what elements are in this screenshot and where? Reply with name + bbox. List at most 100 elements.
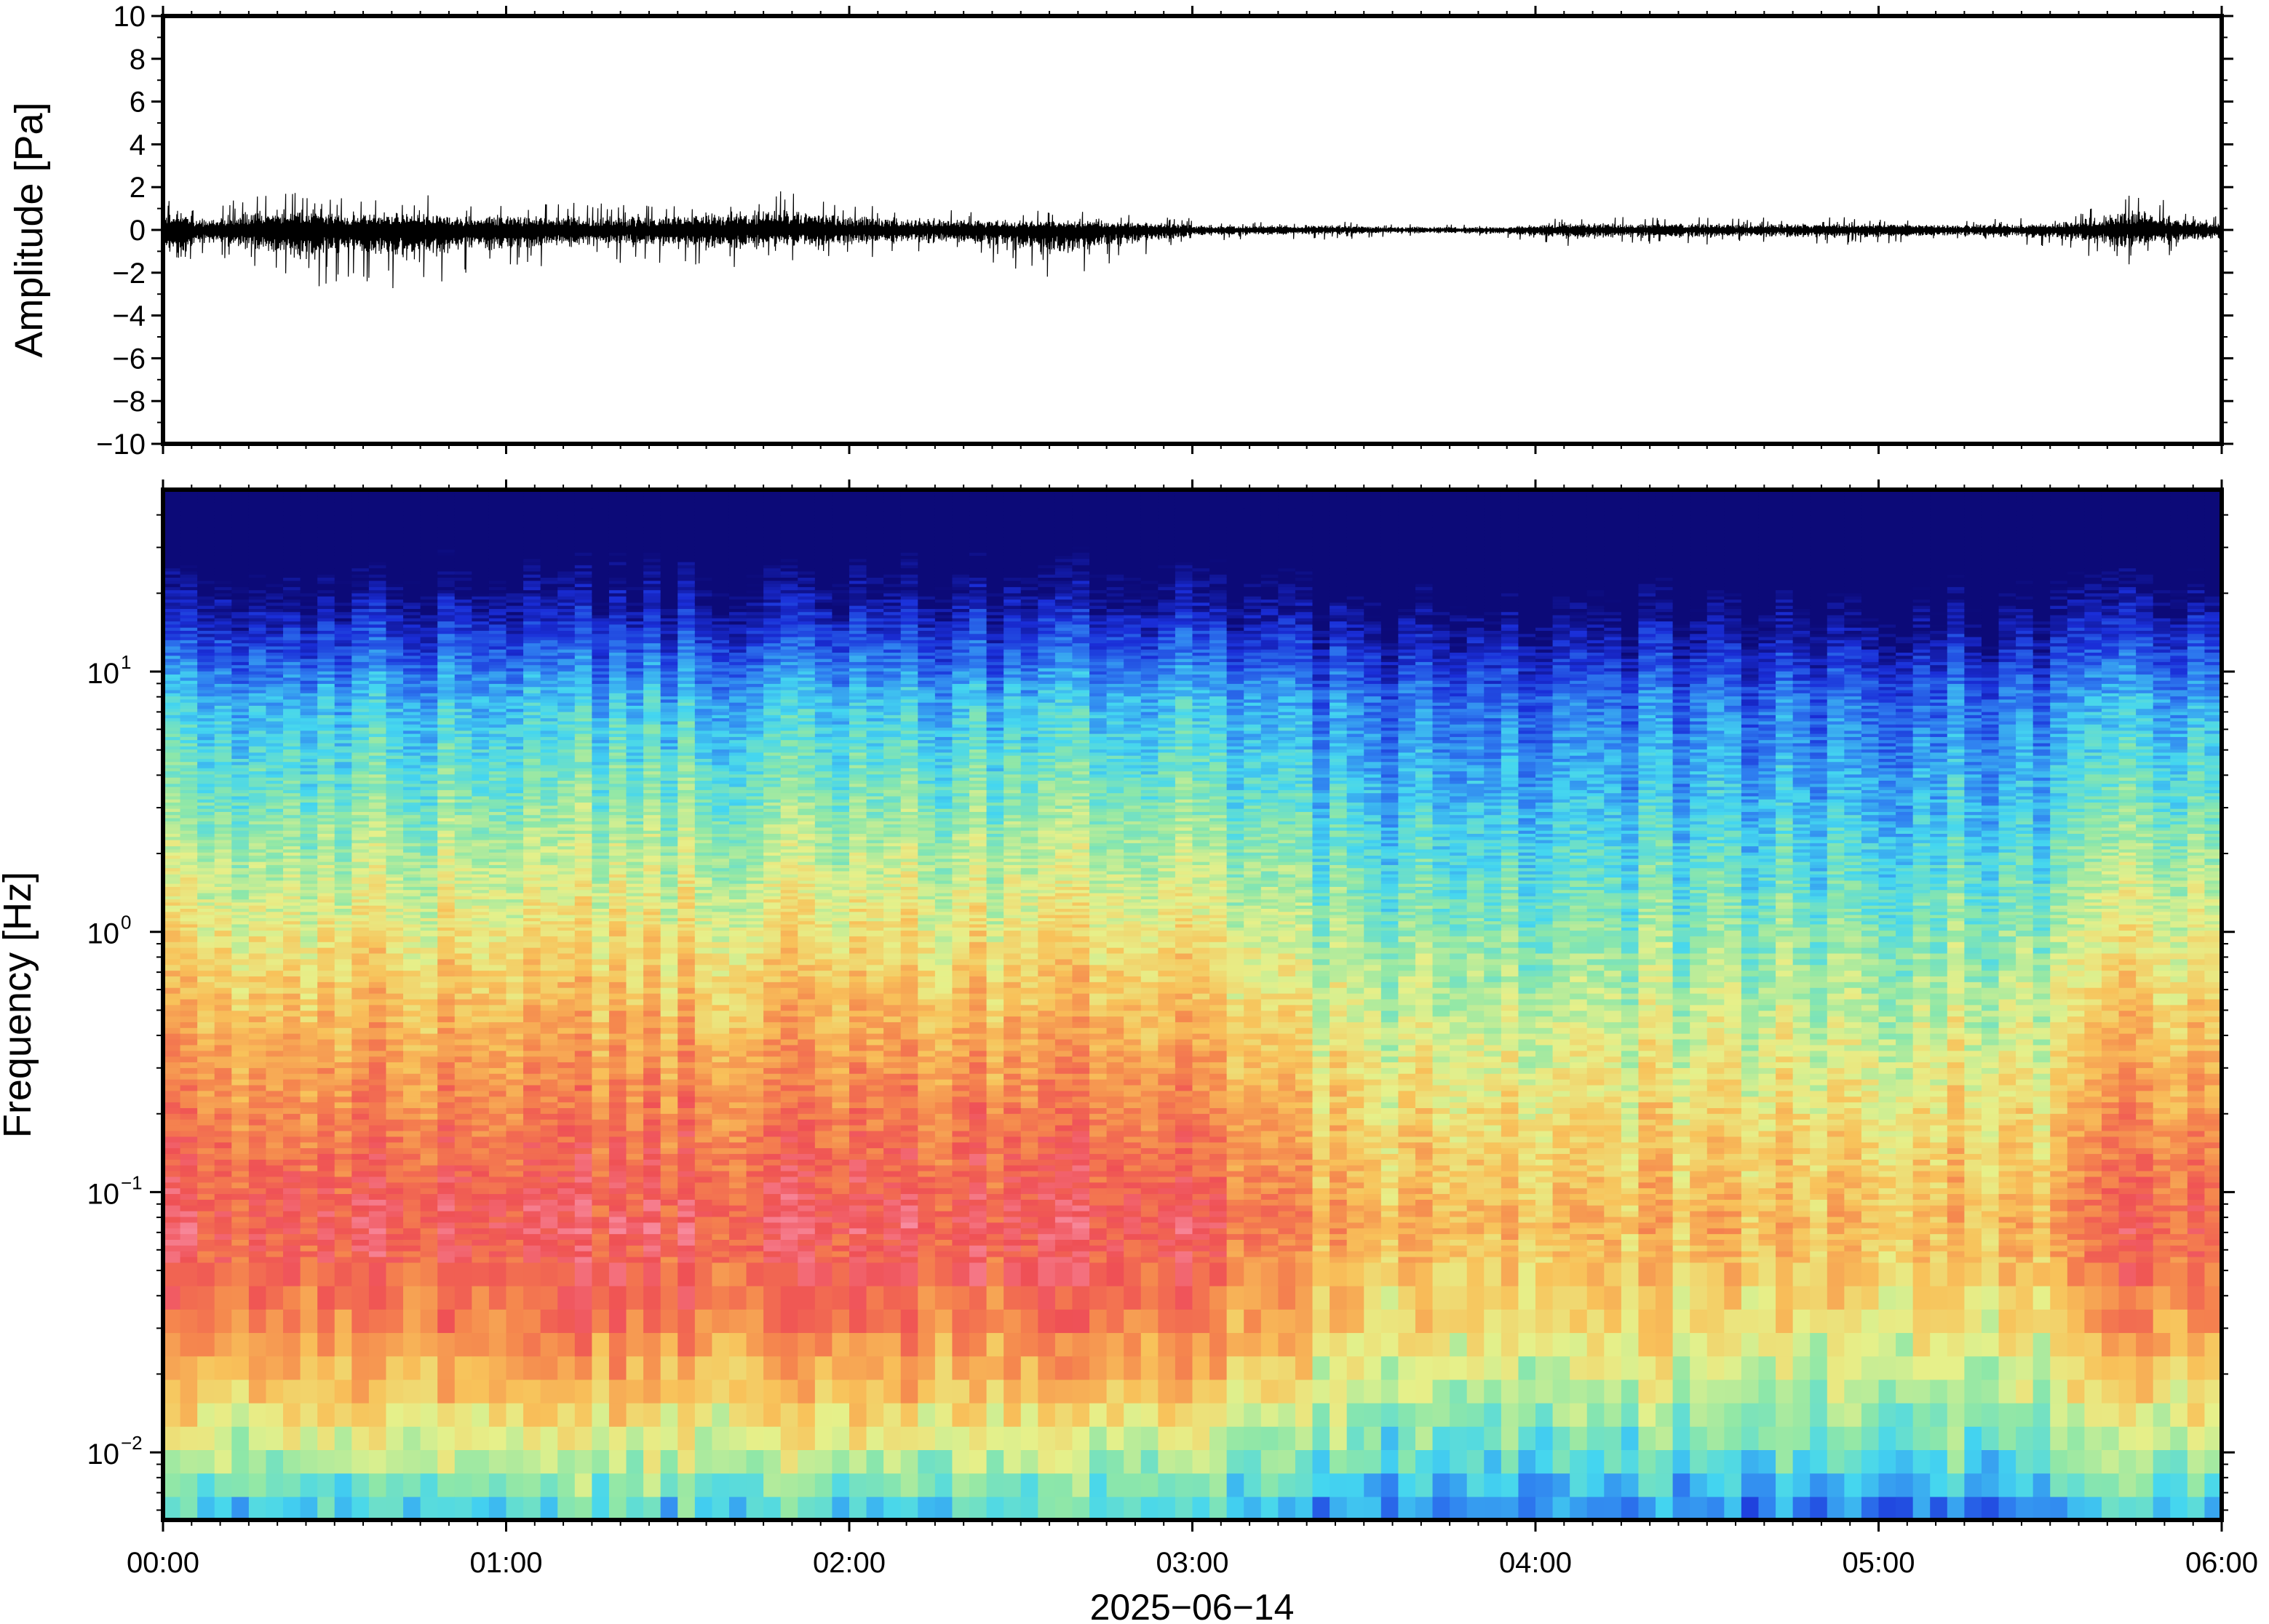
spectrogram-cell [369, 496, 386, 500]
spectrogram-cell [197, 890, 215, 893]
spectrogram-cell [180, 771, 198, 775]
spectrogram-cell [301, 815, 318, 819]
spectrogram-cell [335, 942, 352, 947]
spectrogram-cell [180, 880, 198, 884]
spectrogram-cell [369, 1119, 386, 1125]
spectrogram-cell [197, 637, 215, 640]
spectrogram-cell [180, 976, 198, 982]
spectrogram-cell [197, 549, 215, 553]
spectrogram-cell [283, 593, 301, 597]
spectrogram-cell [301, 702, 318, 706]
spectrogram-cell [249, 915, 266, 918]
spectrogram-cell [283, 1107, 301, 1113]
spectrogram-cell [249, 777, 266, 781]
spectrogram-cell [215, 893, 232, 896]
spectrogram-cell [301, 674, 318, 677]
spectrogram-cell [180, 574, 198, 578]
spectrogram-cell [283, 1102, 301, 1108]
spectrogram-cell [249, 727, 266, 731]
spectrogram-cell [197, 1056, 215, 1062]
spectrogram-cell [197, 506, 215, 509]
spectrogram-cell [215, 1062, 232, 1067]
spectrogram-cell [386, 1473, 403, 1497]
spectrogram-cell [231, 634, 249, 637]
spectrogram-cell [317, 815, 335, 819]
spectrogram-cell [266, 499, 283, 503]
spectrogram-cell [180, 999, 198, 1005]
spectrogram-cell [266, 1056, 283, 1062]
spectrogram-cell [386, 1091, 403, 1096]
spectrogram-cell [215, 602, 232, 606]
spectrogram-cell [266, 1188, 283, 1194]
spectrogram-cell [266, 1016, 283, 1022]
spectrogram-cell [317, 936, 335, 942]
spectrogram-cell [351, 671, 369, 674]
spectrogram-cell [180, 733, 198, 737]
spectrogram-cell [317, 712, 335, 715]
spectrogram-cell [369, 521, 386, 525]
spectrogram-cell [163, 1193, 180, 1199]
spectrogram-cell [266, 971, 283, 976]
spectrogram-cell [301, 493, 318, 497]
spectrogram-cell [197, 762, 215, 765]
spectrogram-cell [317, 999, 335, 1005]
spectrogram-cell [215, 546, 232, 549]
spectrogram-cell [317, 543, 335, 546]
spectrogram-cell [266, 555, 283, 559]
spectrogram-cell [335, 690, 352, 693]
spectrogram-cell [301, 758, 318, 762]
spectrogram-cell [283, 1142, 301, 1148]
spectrogram-cell [317, 777, 335, 781]
spectrogram-cell [197, 811, 215, 815]
spectrogram-cell [197, 1096, 215, 1102]
spectrogram-cell [301, 987, 318, 993]
spectrogram-cell [266, 1251, 283, 1257]
spectrogram-cell [180, 1205, 198, 1211]
spectrogram-cell [215, 733, 232, 737]
spectrogram-cell [301, 549, 318, 553]
spectrogram-cell [283, 1096, 301, 1102]
spectrogram-cell [215, 746, 232, 749]
spectrogram-cell [231, 843, 249, 846]
spectrogram-cell [301, 1016, 318, 1022]
spectrogram-cell [335, 1027, 352, 1033]
spectrogram-cell [163, 886, 180, 890]
spectrogram-cell [283, 599, 301, 602]
spectrogram-cell [249, 774, 266, 778]
spectrogram-cell [249, 1171, 266, 1177]
spectrogram-cell [351, 743, 369, 747]
spectrogram-cell [369, 612, 386, 616]
spectrogram-cell [301, 1403, 318, 1427]
spectrogram-cell [386, 1262, 403, 1286]
spectrogram-cell [163, 646, 180, 650]
spectrogram-cell [163, 818, 180, 821]
spectrogram-cell [197, 1222, 215, 1228]
spectrogram-cell [283, 1286, 301, 1310]
spectrogram-cell [335, 624, 352, 628]
spectrogram-cell [231, 1142, 249, 1148]
spectrogram-cell [163, 1473, 180, 1497]
spectrogram-cell [197, 1022, 215, 1027]
spectrogram-cell [163, 1022, 180, 1027]
spectrogram-cell [351, 680, 369, 684]
spectrogram-cell [301, 993, 318, 999]
spectrogram-cell [163, 893, 180, 896]
spectrogram-cell [231, 808, 249, 812]
spectrogram-cell [163, 568, 180, 572]
spectrogram-cell [180, 787, 198, 790]
spectrogram-cell [317, 702, 335, 706]
spectrogram-cell [197, 1211, 215, 1217]
spectrogram-cell [231, 752, 249, 756]
spectrogram-cell [317, 1356, 335, 1380]
spectrogram-cell [335, 927, 352, 931]
spectrogram-cell [231, 1033, 249, 1039]
spectrogram-cell [163, 777, 180, 781]
spectrogram-cell [386, 1449, 403, 1473]
spectrogram-cell [249, 755, 266, 759]
spectrogram-cell [335, 562, 352, 565]
spectrogram-cell [249, 612, 266, 616]
spectrogram-cell [215, 1033, 232, 1039]
spectrogram-cell [283, 1153, 301, 1159]
spectrogram-cell [163, 634, 180, 637]
spectrogram-cell [335, 843, 352, 846]
